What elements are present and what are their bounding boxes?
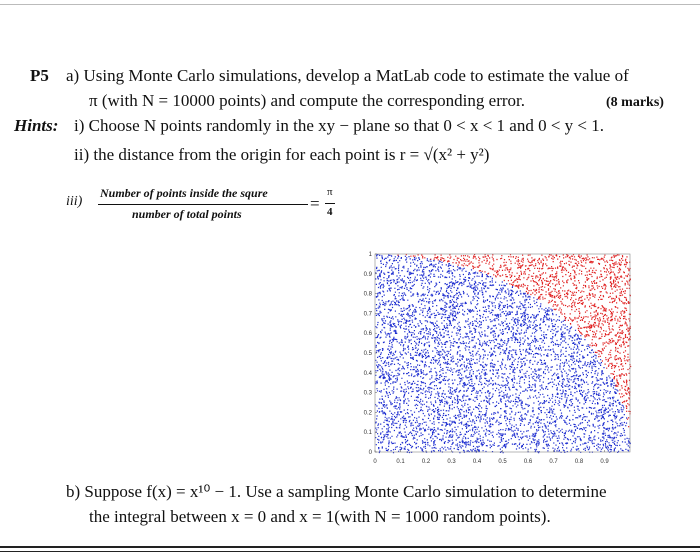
outside-points — [397, 254, 632, 428]
x-tick-label: 0.5 — [498, 459, 507, 465]
x-tick-label: 0.2 — [422, 459, 431, 465]
denominator: number of total points — [132, 207, 242, 221]
bottom-rule — [0, 551, 700, 552]
part-b-line: b) Suppose f(x) = x¹⁰ − 1. Use a samplin… — [66, 482, 607, 501]
fraction-bar — [325, 203, 335, 204]
y-tick-label: 0.9 — [364, 272, 373, 278]
y-tick-label: 0.1 — [364, 430, 373, 436]
x-tick-label: 0.8 — [575, 459, 584, 465]
part-a-line: a) Using Monte Carlo simulations, develo… — [66, 66, 629, 85]
fraction-bar — [98, 204, 308, 205]
plot-frame — [374, 253, 631, 453]
top-rule — [0, 4, 700, 5]
x-tick-label: 0.6 — [524, 459, 533, 465]
y-tick-label: 0.6 — [364, 331, 373, 337]
equals: = — [310, 194, 320, 213]
y-tick-label: 0.7 — [364, 311, 373, 317]
bottom-rule — [0, 546, 700, 548]
y-tick-label: 1 — [369, 252, 373, 258]
part-a-line: π (with N = 10000 points) and compute th… — [89, 91, 525, 110]
hints-label: Hints: — [14, 116, 59, 135]
y-tick-label: 0.4 — [364, 371, 373, 377]
hint-label: iii) — [66, 194, 83, 209]
y-tick-label: 0.3 — [364, 391, 373, 397]
x-tick-label: 0.1 — [396, 459, 405, 465]
y-tick-label: 0 — [369, 450, 373, 456]
x-tick-label: 0.4 — [473, 459, 482, 465]
inside-points — [375, 254, 631, 454]
pi: π — [327, 186, 333, 198]
problem-label: P5 — [30, 66, 49, 85]
x-tick-label: 0.9 — [600, 459, 609, 465]
x-tick-label: 0 — [373, 459, 377, 465]
part-b-line: the integral between x = 0 and x = 1(wit… — [89, 507, 551, 526]
x-tick-label: 0.3 — [447, 459, 456, 465]
hint: ii) the distance from the origin for eac… — [74, 145, 490, 164]
x-tick-label: 0.7 — [549, 459, 558, 465]
y-tick-label: 0.8 — [364, 292, 373, 298]
four: 4 — [327, 206, 333, 218]
y-tick-label: 0.2 — [364, 410, 373, 416]
y-tick-label: 0.5 — [364, 351, 373, 357]
numerator: Number of points inside the squre — [100, 186, 268, 200]
marks: (8 marks) — [606, 95, 664, 110]
hint: i) Choose N points randomly in the xy − … — [74, 116, 605, 135]
